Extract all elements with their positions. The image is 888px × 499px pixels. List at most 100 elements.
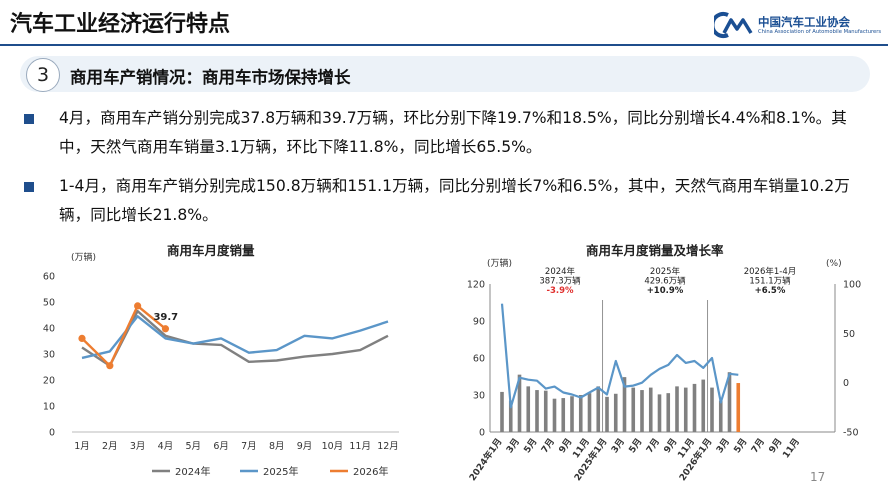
bar [718, 400, 723, 432]
bar [508, 400, 513, 432]
y-tick-label: 30 [473, 391, 485, 402]
x-tick-label: 1月 [74, 441, 90, 452]
bullet-square-icon [24, 182, 34, 192]
annotation-text: 2025年 [650, 266, 681, 277]
x-tick-label: 2月 [102, 441, 118, 452]
header: 汽车工业经济运行特点 中国汽车工业协会 China Association of… [0, 0, 888, 46]
caam-logo-icon [714, 12, 753, 38]
x-tick-label: 4月 [158, 441, 174, 452]
bar [683, 387, 688, 432]
y-tick-label: 10 [43, 402, 55, 413]
annotation-text: 2024年 [545, 266, 576, 277]
x-tick-label: 11月 [781, 436, 802, 460]
x-tick-label: 9月 [557, 436, 575, 455]
x-tick-label: 11月 [349, 441, 371, 452]
x-tick-label: 6月 [213, 441, 229, 452]
x-tick-label: 7月 [241, 441, 257, 452]
y-tick-label: 50 [43, 298, 55, 309]
x-tick-label: 7月 [644, 436, 662, 455]
y-tick-label: 0 [49, 428, 55, 439]
bar [613, 393, 618, 432]
series-line [81, 315, 389, 360]
annotation-text: 151.1万辆 [749, 276, 791, 287]
x-tick-label: 9月 [297, 441, 313, 452]
bar [605, 396, 609, 432]
y-tick-label: 0 [479, 428, 485, 439]
annotation-value: -3.9% [546, 286, 574, 296]
annotation-text: 429.6万辆 [644, 276, 686, 287]
y-tick-label: 60 [473, 354, 485, 365]
legend-label: 2024年 [175, 465, 210, 478]
bar [648, 387, 653, 432]
y-tick-label: 120 [467, 280, 485, 291]
bar [500, 391, 504, 432]
data-point [106, 362, 114, 370]
bullet-text: 4月，商用车产销分别完成37.8万辆和39.7万辆，环比分别下降19.7%和18… [59, 109, 847, 156]
page-title: 汽车工业经济运行特点 [10, 12, 231, 37]
x-tick-label: 9月 [767, 436, 785, 455]
bullet-item: 4月，商用车产销分别完成37.8万辆和39.7万辆，环比分别下降19.7%和18… [24, 104, 864, 162]
section-number: 3 [26, 58, 60, 92]
bar [561, 398, 566, 432]
x-tick-label: 3月 [504, 436, 522, 455]
bar [622, 377, 627, 432]
legend-label: 2025年 [263, 465, 298, 478]
x-tick-label: 12月 [377, 441, 399, 452]
bullet-item: 1-4月，商用车产销分别完成150.8万辆和151.1万辆，同比分别增长7%和6… [24, 172, 864, 230]
annotation-value: +6.5% [755, 286, 786, 296]
x-tick-label: 10月 [322, 441, 344, 452]
bar [692, 383, 697, 432]
bar [657, 394, 662, 432]
bar-highlight [736, 383, 741, 432]
section-banner [20, 56, 870, 92]
y-axis-unit-label: (万辆) [71, 251, 96, 263]
annotation-text: 387.3万辆 [539, 276, 581, 287]
y-axis-unit-label: (万辆) [487, 257, 512, 269]
y2-axis-unit-label: (%) [826, 259, 842, 269]
x-tick-label: 11月 [571, 436, 592, 460]
legend-label: 2026年 [353, 465, 388, 478]
x-tick-label: 5月 [627, 436, 645, 455]
data-point [134, 302, 142, 310]
y2-tick-label: -50 [843, 428, 859, 439]
y2-tick-label: 100 [843, 280, 861, 291]
x-tick-label: 5月 [185, 441, 201, 452]
x-tick-label: 5月 [522, 436, 540, 455]
org-name-en: China Association of Automobile Manufact… [758, 29, 882, 35]
x-tick-label: 5月 [732, 436, 750, 455]
bullet-text: 1-4月，商用车产销分别完成150.8万辆和151.1万辆，同比分别增长7%和6… [59, 177, 850, 224]
series-line [81, 304, 167, 367]
data-label: 39.7 [153, 312, 178, 323]
x-tick-label: 2025年1月 [571, 436, 609, 483]
bar [675, 386, 679, 432]
org-logo: 中国汽车工业协会 China Association of Automobile… [714, 11, 884, 41]
x-tick-label: 8月 [269, 441, 285, 452]
bar [666, 393, 671, 432]
bar [526, 386, 531, 432]
bar [578, 395, 583, 432]
bar [727, 372, 732, 432]
y-tick-label: 40 [43, 324, 55, 335]
bar [543, 390, 548, 432]
x-tick-label: 7月 [749, 436, 767, 455]
x-tick-label: 3月 [130, 441, 146, 452]
y-tick-label: 20 [43, 376, 55, 387]
bar [596, 386, 601, 432]
y2-tick-label: 50 [843, 329, 855, 340]
bar [570, 396, 574, 432]
header-divider [0, 44, 888, 46]
x-tick-label: 7月 [539, 436, 557, 455]
page-number: 17 [810, 470, 826, 484]
bullet-square-icon [24, 114, 34, 124]
bar [587, 393, 592, 432]
growth-rate-line [500, 303, 739, 409]
y-tick-label: 30 [43, 350, 55, 361]
bar [710, 387, 714, 432]
bar [552, 398, 557, 432]
y-tick-label: 90 [473, 317, 485, 328]
annotation-text: 2026年1-4月 [744, 266, 797, 277]
chart-title-right: 商用车月度销量及增长率 [586, 243, 724, 258]
y-tick-label: 60 [43, 272, 55, 283]
x-tick-label: 3月 [609, 436, 627, 455]
x-tick-label: 2026年1月 [676, 436, 714, 483]
